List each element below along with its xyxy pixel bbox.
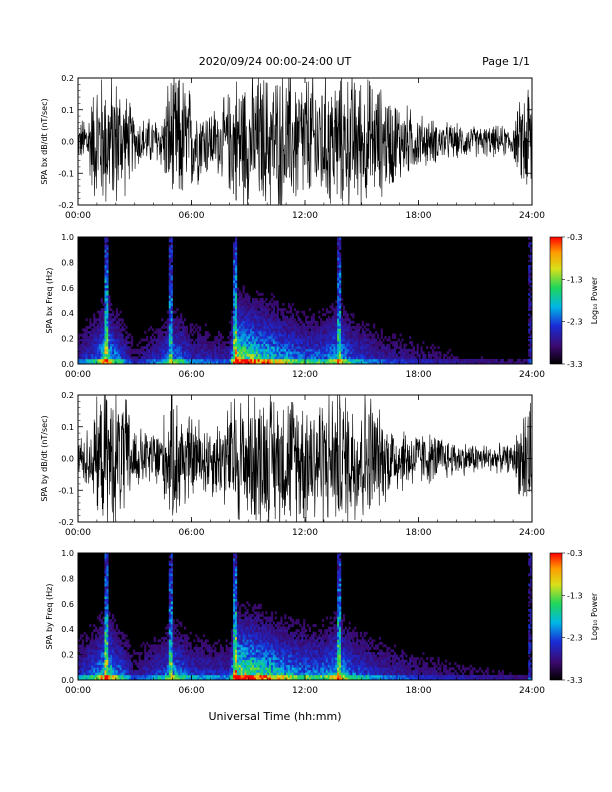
colorbar-tick-label: -0.3 bbox=[567, 549, 583, 558]
dbdt-trace bbox=[78, 78, 532, 205]
colorbar-tick-label: -1.3 bbox=[567, 591, 583, 600]
colorbar-tick-label: -3.3 bbox=[567, 360, 583, 369]
y-tick-label: 0.2 bbox=[61, 335, 74, 344]
x-tick-label: 18:00 bbox=[406, 686, 432, 696]
y-tick-label: 0.2 bbox=[61, 651, 74, 660]
y-tick-label: 0.8 bbox=[61, 574, 74, 583]
by-dbdt-panel: 00:00 06:00 12:00 18:00 24:00 -0.2 -0.1 0.0 0.1 0… bbox=[40, 391, 545, 538]
bx-dbdt-panel: 00:00 06:00 12:00 18:00 24:00 -0.2 -0.1 0.0 0.1 0… bbox=[40, 74, 545, 221]
y-axis-label: SPA bx dB/dt (nT/sec) bbox=[40, 98, 49, 184]
colorbar-label: Log₁₀ Power bbox=[590, 276, 599, 324]
y-tick-label: 1.0 bbox=[61, 549, 74, 558]
y-axis-label: SPA by Freq (Hz) bbox=[45, 584, 54, 650]
colorbar bbox=[549, 552, 563, 681]
x-tick-label: 00:00 bbox=[65, 370, 91, 380]
x-tick-label: 06:00 bbox=[179, 686, 205, 696]
colorbar-tick-label: -1.3 bbox=[567, 275, 583, 284]
x-tick-label: 12:00 bbox=[292, 211, 318, 221]
y-tick-label: 0.2 bbox=[61, 391, 74, 400]
y-tick-label: 0.0 bbox=[61, 360, 74, 369]
figure-title: 2020/09/24 00:00-24:00 UT bbox=[199, 55, 352, 68]
y-tick-label: 0.4 bbox=[61, 625, 74, 634]
x-tick-label: 24:00 bbox=[519, 370, 545, 380]
colorbar-tick-label: -3.3 bbox=[567, 676, 583, 685]
x-tick-label: 12:00 bbox=[292, 528, 318, 538]
y-axis-label: SPA by dB/dt (nT/sec) bbox=[40, 415, 49, 501]
y-tick-label: 0.6 bbox=[61, 600, 74, 609]
y-tick-label: 0.0 bbox=[61, 676, 74, 685]
colorbar-tick-label: -2.3 bbox=[567, 634, 583, 643]
x-tick-label: 06:00 bbox=[179, 528, 205, 538]
y-tick-label: -0.1 bbox=[58, 486, 74, 495]
x-tick-label: 06:00 bbox=[179, 211, 205, 221]
x-tick-label: 18:00 bbox=[406, 370, 432, 380]
x-tick-label: 12:00 bbox=[292, 370, 318, 380]
y-tick-label: 0.8 bbox=[61, 258, 74, 267]
y-tick-label: -0.2 bbox=[58, 518, 74, 527]
colorbar bbox=[549, 236, 563, 365]
x-tick-label: 18:00 bbox=[406, 211, 432, 221]
x-tick-label: 00:00 bbox=[65, 528, 91, 538]
x-axis-title: Universal Time (hh:mm) bbox=[209, 710, 342, 723]
y-tick-label: -0.1 bbox=[58, 169, 74, 178]
x-tick-label: 00:00 bbox=[65, 686, 91, 696]
x-tick-label: 00:00 bbox=[65, 211, 91, 221]
x-tick-label: 06:00 bbox=[179, 370, 205, 380]
by-spectrogram-panel: -0.3 -1.3 -2.3 -3.3 Log₁₀ Power 00:00 06:00 12:… bbox=[45, 549, 599, 696]
y-tick-label: 0.0 bbox=[61, 138, 74, 147]
x-tick-label: 24:00 bbox=[519, 686, 545, 696]
x-tick-label: 12:00 bbox=[292, 686, 318, 696]
y-tick-label: 0.6 bbox=[61, 284, 74, 293]
y-tick-label: 0.2 bbox=[61, 74, 74, 83]
colorbar-tick-label: -0.3 bbox=[567, 233, 583, 242]
spectrogram-cells bbox=[78, 237, 532, 364]
colorbar-label: Log₁₀ Power bbox=[590, 592, 599, 640]
bx-spectrogram-panel: -0.3 -1.3 -2.3 -3.3 Log₁₀ Power 00:00 06:00 12:… bbox=[45, 233, 599, 380]
dbdt-trace bbox=[78, 395, 532, 522]
y-tick-label: -0.2 bbox=[58, 201, 74, 210]
x-tick-label: 18:00 bbox=[406, 528, 432, 538]
colorbar-tick-label: -2.3 bbox=[567, 318, 583, 327]
y-tick-label: 1.0 bbox=[61, 233, 74, 242]
y-tick-label: 0.1 bbox=[61, 423, 74, 432]
y-axis-label: SPA bx Freq (Hz) bbox=[45, 268, 54, 334]
x-tick-label: 24:00 bbox=[519, 211, 545, 221]
y-tick-label: 0.4 bbox=[61, 309, 74, 318]
y-tick-label: 0.1 bbox=[61, 106, 74, 115]
x-tick-label: 24:00 bbox=[519, 528, 545, 538]
y-tick-label: 0.0 bbox=[61, 455, 74, 464]
page-indicator: Page 1/1 bbox=[482, 55, 530, 68]
spectrogram-cells bbox=[78, 553, 532, 680]
